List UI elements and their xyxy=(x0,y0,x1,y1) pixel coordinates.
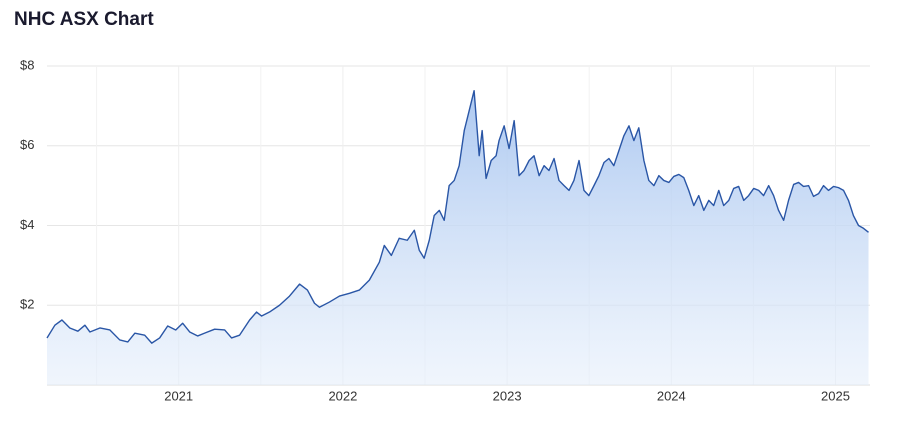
x-tick-label: 2022 xyxy=(328,388,357,403)
x-tick-label: 2025 xyxy=(821,388,850,403)
y-tick-label: $2 xyxy=(20,297,34,312)
chart-title: NHC ASX Chart xyxy=(14,9,154,30)
y-tick-label: $4 xyxy=(20,217,34,232)
area-fill xyxy=(47,90,869,385)
x-tick-label: 2024 xyxy=(657,388,686,403)
y-tick-label: $6 xyxy=(20,137,34,152)
x-tick-label: 2021 xyxy=(164,388,193,403)
y-tick-label: $8 xyxy=(20,57,34,72)
x-tick-label: 2023 xyxy=(493,388,522,403)
price-line xyxy=(46,90,869,344)
